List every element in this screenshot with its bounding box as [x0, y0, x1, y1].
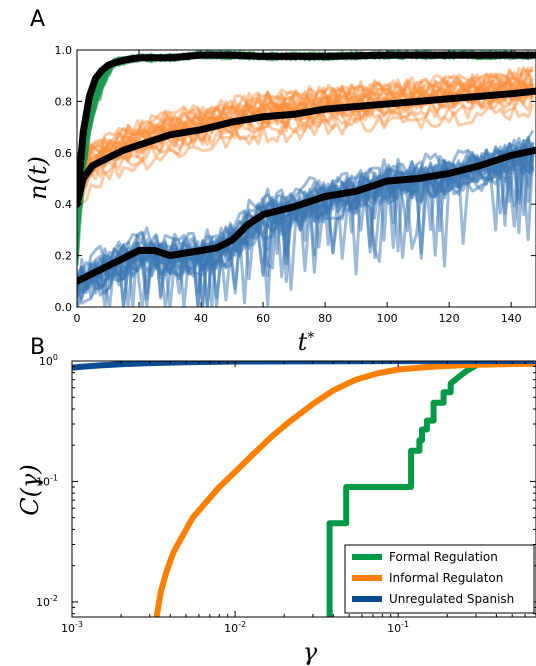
ensemble-trace-informal — [77, 87, 534, 205]
ensemble-trace-unregulated — [77, 143, 535, 307]
y-tick-label: 10-1 — [36, 473, 58, 488]
x-tick-label: 10-2 — [224, 620, 246, 635]
panel-a-ylabel: n(t) — [24, 156, 52, 200]
ensemble-trace-informal — [77, 66, 534, 194]
ensemble-trace-informal — [77, 89, 534, 220]
ensemble-trace-unregulated — [77, 138, 535, 307]
x-tick-label: 60 — [256, 312, 270, 325]
y-tick-label: 10-2 — [36, 594, 58, 609]
cdf-line-formal — [326, 362, 478, 617]
x-tick-label: 20 — [132, 312, 146, 325]
panel-a-xlabel: t* — [298, 328, 315, 356]
panel-a-frame — [76, 49, 536, 308]
y-tick-label: 100 — [39, 353, 58, 368]
mean-line-formal — [77, 51, 536, 208]
x-tick-label: 100 — [377, 312, 398, 325]
panel-b-ylabel: C(γ) — [16, 464, 44, 515]
legend: Formal Regulation Informal Regulaton Unr… — [344, 544, 535, 614]
panel-a-mean-lines — [77, 51, 536, 285]
ensemble-trace-informal — [77, 65, 535, 185]
legend-label-informal: Informal Regulaton — [389, 571, 503, 585]
legend-label-unregulated: Unregulated Spanish — [389, 592, 514, 606]
y-tick-label: 0.2 — [55, 250, 73, 263]
ensemble-trace-informal — [77, 68, 533, 183]
ensemble-trace-informal — [77, 69, 535, 189]
panel-a-ticks: 0 20 40 60 80 100 120 140 0.0 0.2 0.4 0.6 0.8 1.0 — [55, 44, 536, 325]
panel-b-label: B — [30, 335, 45, 360]
ensemble-trace-informal — [77, 90, 535, 212]
ensemble-trace-informal — [77, 75, 533, 199]
x-tick-label: 10-3 — [61, 620, 83, 635]
x-tick-label: 0 — [74, 312, 81, 325]
panel-b-xlabel: γ — [303, 638, 318, 666]
panel-a-ensemble — [77, 50, 535, 307]
y-tick-label: 0.6 — [55, 147, 73, 160]
y-tick-label: 1.0 — [55, 44, 73, 57]
x-tick-label: 80 — [318, 312, 332, 325]
cdf-line-informal — [153, 361, 536, 617]
x-tick-label: 120 — [439, 312, 460, 325]
y-tick-label: 0.8 — [55, 95, 73, 108]
ensemble-trace-informal — [77, 73, 535, 200]
x-tick-label: 40 — [194, 312, 208, 325]
ensemble-trace-informal — [77, 84, 534, 199]
panel-b-frame — [71, 360, 536, 618]
mean-line-informal — [77, 87, 536, 208]
panel-a-label: A — [30, 7, 45, 32]
ensemble-trace-informal — [77, 103, 535, 223]
legend-label-formal: Formal Regulation — [389, 550, 498, 564]
x-tick-label: 10-1 — [387, 620, 409, 635]
ensemble-trace-informal — [77, 77, 534, 203]
x-tick-label: 140 — [501, 312, 522, 325]
mean-line-unregulated — [77, 146, 536, 285]
y-tick-label: 0.4 — [55, 198, 73, 211]
ensemble-trace-informal — [77, 93, 535, 212]
ensemble-trace-informal — [77, 66, 535, 180]
y-tick-label: 0.0 — [55, 301, 73, 314]
